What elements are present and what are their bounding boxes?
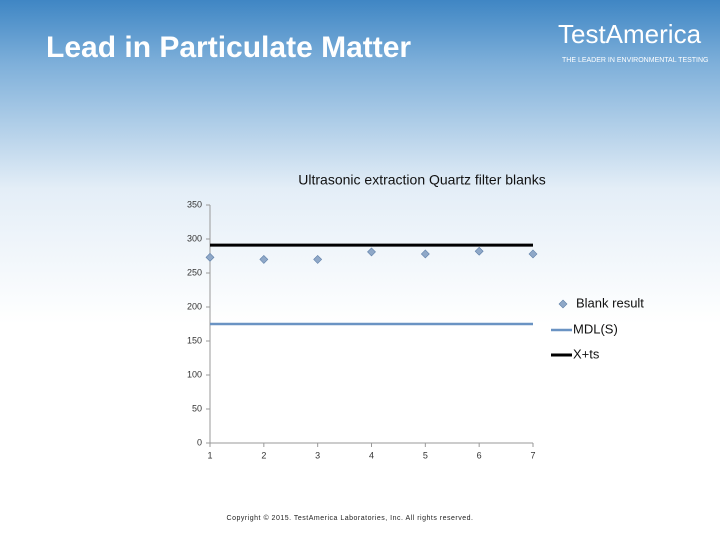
legend-label: MDL(S): [573, 321, 618, 336]
x-tick-label: 2: [261, 450, 266, 460]
x-tick-label: 6: [477, 450, 482, 460]
legend-label: X+ts: [573, 346, 600, 361]
y-tick-label: 150: [187, 335, 202, 345]
chart-title: Ultrasonic extraction Quartz filter blan…: [298, 172, 545, 188]
tagline: THE LEADER IN ENVIRONMENTAL TESTING: [562, 57, 709, 64]
data-point: [367, 247, 376, 257]
data-point: [313, 254, 323, 264]
x-tick-label: 1: [207, 450, 212, 460]
data-point: [205, 252, 215, 262]
y-tick-label: 100: [187, 369, 202, 379]
x-tick-label: 5: [423, 450, 428, 460]
data-point: [420, 249, 430, 259]
copyright: Copyright © 2015. TestAmerica Laboratori…: [227, 514, 474, 522]
y-tick-label: 0: [197, 437, 202, 447]
logo: TestAmerica: [558, 19, 702, 49]
legend-label: Blank result: [576, 295, 644, 310]
y-tick-label: 50: [192, 403, 202, 413]
data-point: [259, 254, 269, 264]
data-point: [528, 249, 538, 259]
x-tick-label: 4: [369, 450, 374, 460]
x-tick-label: 3: [315, 450, 320, 460]
slide-title: Lead in Particulate Matter: [46, 31, 411, 64]
x-tick-label: 7: [530, 450, 535, 460]
y-tick-label: 300: [187, 233, 202, 243]
data-point: [474, 246, 484, 256]
y-tick-label: 200: [187, 301, 202, 311]
legend-marker: [558, 299, 568, 309]
y-tick-label: 250: [187, 267, 202, 277]
y-tick-label: 350: [187, 199, 202, 209]
